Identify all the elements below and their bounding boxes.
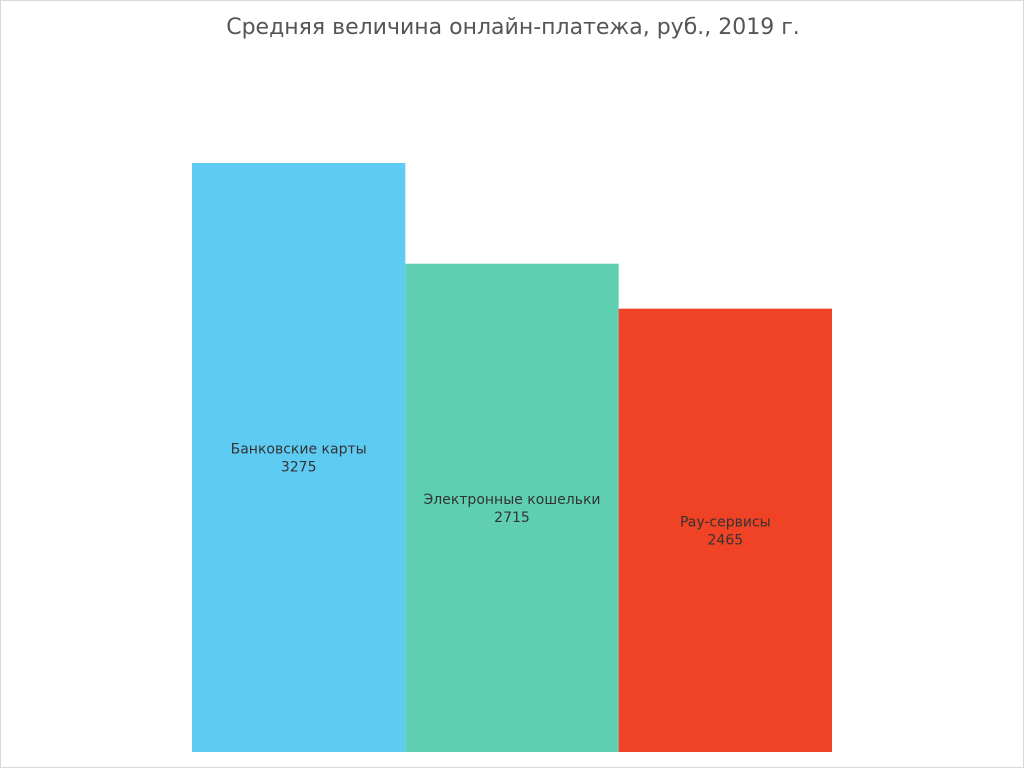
bar-value-label-1: 3275 <box>281 460 317 476</box>
bar-category-label-1: Банковские карты <box>231 442 367 458</box>
bar-3 <box>618 308 832 752</box>
bar-2 <box>405 263 619 752</box>
labels-group: Банковские карты 3275 Электронные кошельки… <box>231 442 771 549</box>
bar-category-label-2: Электронные кошельки <box>423 492 600 508</box>
bar-category-label-3: Pay-сервисы <box>680 514 771 530</box>
chart-title: Средняя величина онлайн-платежа, руб., 2… <box>226 15 800 40</box>
bars-group <box>192 163 832 752</box>
bar-1 <box>192 163 406 752</box>
bar-value-label-3: 2465 <box>708 532 744 548</box>
bar-value-label-2: 2715 <box>494 510 530 526</box>
